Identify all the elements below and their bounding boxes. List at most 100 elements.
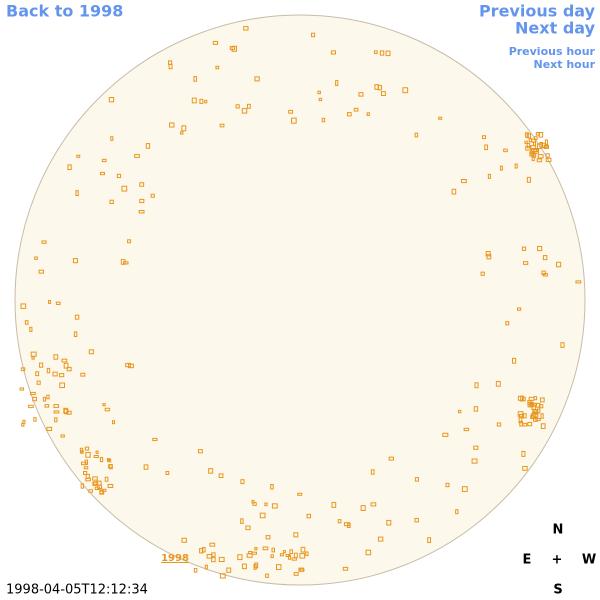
region-contour	[93, 481, 99, 485]
next-day-link[interactable]: Next day	[515, 19, 596, 38]
region-contour	[270, 484, 274, 490]
region-contour	[121, 185, 128, 192]
region-contour	[211, 557, 216, 563]
region-contour	[485, 251, 491, 257]
region-contour	[331, 501, 337, 508]
region-contour	[463, 427, 470, 432]
region-contour	[55, 301, 61, 305]
region-contour	[111, 420, 115, 425]
region-contour	[46, 426, 53, 431]
region-contour	[208, 468, 214, 474]
region-contour	[29, 391, 36, 396]
region-contour	[139, 182, 145, 187]
region-contour	[496, 422, 502, 427]
region-contour	[560, 342, 565, 348]
region-contour	[270, 554, 274, 559]
region-contour	[293, 572, 299, 576]
region-contour	[346, 522, 351, 528]
region-contour	[414, 517, 419, 523]
region-contour	[75, 190, 79, 196]
region-contour	[39, 362, 44, 368]
region-contour	[199, 98, 204, 104]
region-contour	[82, 471, 88, 476]
region-contour	[499, 165, 503, 171]
region-contour	[481, 135, 487, 140]
region-contour	[521, 450, 526, 457]
region-contour	[505, 321, 510, 326]
region-contour	[73, 331, 78, 338]
region-contour	[127, 239, 132, 244]
region-contour	[99, 490, 105, 495]
region-contour	[526, 133, 532, 139]
back-link[interactable]: Back to 1998	[6, 2, 123, 21]
region-contour	[285, 553, 291, 558]
region-contour	[24, 320, 29, 325]
region-contour	[287, 555, 292, 560]
region-contour	[53, 410, 60, 414]
region-contour	[297, 492, 303, 496]
previous-day-link[interactable]: Previous day	[479, 2, 596, 21]
region-contour	[218, 556, 225, 563]
region-contour	[198, 449, 203, 454]
region-contour	[342, 566, 349, 571]
region-contour	[527, 421, 533, 427]
region-contour	[427, 537, 432, 544]
region-contour	[104, 476, 109, 482]
region-contour	[60, 434, 65, 438]
region-contour	[88, 489, 93, 493]
region-contour	[317, 90, 321, 95]
region-contour	[63, 408, 69, 415]
region-contour	[544, 139, 548, 146]
region-contour	[282, 550, 287, 554]
region-contour	[107, 458, 112, 463]
region-contour	[219, 573, 226, 579]
region-contour	[330, 50, 337, 55]
region-contour	[143, 464, 149, 470]
region-contour	[522, 261, 529, 265]
region-contour	[388, 456, 394, 461]
region-contour	[517, 411, 524, 417]
region-contour	[211, 552, 216, 557]
region-contour	[543, 144, 549, 149]
region-contour	[72, 258, 78, 264]
region-contour	[536, 158, 542, 163]
region-contour	[67, 164, 72, 171]
region-contour	[511, 357, 517, 364]
region-contour	[402, 87, 409, 94]
region-contour	[231, 45, 237, 52]
region-contour	[293, 532, 299, 538]
region-contour	[414, 132, 419, 138]
region-contour	[311, 32, 316, 38]
region-contour	[556, 261, 562, 268]
region-contour	[139, 198, 145, 204]
region-contour	[66, 366, 72, 372]
region-contour	[254, 76, 260, 82]
region-contour	[300, 546, 306, 553]
region-contour	[522, 422, 528, 427]
region-contour	[22, 419, 26, 424]
region-contour	[181, 125, 187, 132]
region-contour	[385, 50, 391, 57]
region-contour	[28, 404, 34, 409]
region-contour	[93, 455, 99, 459]
region-contour	[519, 420, 523, 427]
region-contour	[138, 209, 145, 214]
region-contour	[193, 76, 197, 82]
previous-hour-link[interactable]: Previous hour	[509, 45, 596, 58]
region-contour	[46, 394, 50, 400]
region-contour	[237, 554, 243, 561]
region-contour	[321, 117, 326, 123]
year-label[interactable]: 1998	[161, 553, 189, 564]
region-contour	[84, 459, 88, 465]
region-contour	[575, 280, 582, 284]
region-contour	[451, 188, 457, 195]
region-contour	[204, 99, 208, 104]
region-contour	[254, 547, 258, 551]
region-contour	[473, 445, 479, 450]
region-contour	[535, 417, 541, 422]
region-contour	[150, 193, 155, 198]
region-contour	[109, 199, 114, 204]
next-hour-link[interactable]: Next hour	[534, 58, 596, 71]
region-contour	[474, 382, 479, 389]
region-contour	[80, 461, 87, 466]
